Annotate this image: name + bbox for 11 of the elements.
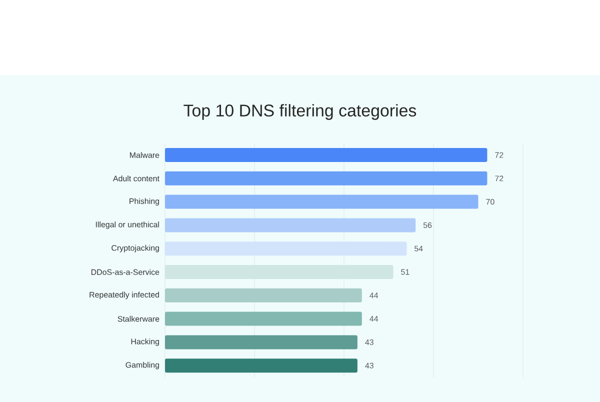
bar <box>165 242 407 256</box>
bar <box>165 171 488 186</box>
bar <box>165 194 478 209</box>
bar <box>165 218 416 232</box>
bar <box>165 288 362 302</box>
bar <box>165 148 488 162</box>
bar <box>165 312 362 326</box>
bar <box>165 335 358 350</box>
bar <box>165 265 394 279</box>
bar <box>165 358 358 373</box>
chart-title: Top 10 DNS filtering categories <box>184 104 416 120</box>
